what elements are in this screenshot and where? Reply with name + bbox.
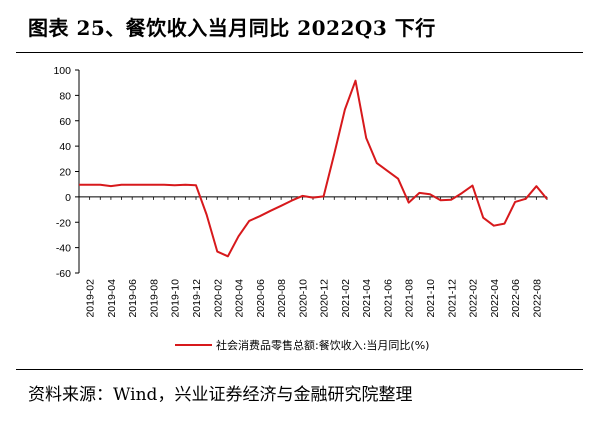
x-tick-label: 2019-04 — [106, 279, 118, 318]
x-tick-label: 2022-06 — [510, 279, 522, 318]
y-tick-label: 80 — [59, 90, 71, 102]
y-tick-label: 20 — [59, 167, 71, 179]
source-rule — [16, 369, 583, 370]
x-tick-label: 2019-06 — [127, 279, 139, 318]
x-tick-label: 2021-06 — [382, 279, 394, 318]
x-tick-label: 2021-02 — [340, 279, 352, 318]
x-tick-label: 2022-04 — [489, 279, 501, 318]
y-tick-label: 60 — [59, 116, 71, 128]
x-tick-label: 2019-02 — [85, 279, 97, 318]
y-tick-label: 0 — [65, 192, 71, 204]
x-tick-label: 2021-08 — [404, 279, 416, 318]
x-tick-label: 2019-10 — [170, 279, 182, 318]
x-tick-label: 2022-08 — [531, 279, 543, 318]
legend: 社会消费品零售总额:餐饮收入:当月同比(%) — [175, 338, 429, 352]
title-rule — [16, 52, 583, 53]
x-tick-label: 2020-10 — [297, 279, 309, 318]
series-line-catering-yoy — [79, 79, 548, 258]
x-tick-label: 2019-12 — [191, 279, 203, 318]
x-tick-label: 2020-06 — [255, 279, 267, 318]
source-note: 资料来源：Wind，兴业证券经济与金融研究院整理 — [28, 385, 413, 405]
x-tick-label: 2020-12 — [319, 279, 331, 318]
x-axis: 2019-02 2019-04 2019-06 2019-08 2019-10 2019-… — [78, 196, 548, 318]
x-tick-label: 2021-10 — [425, 279, 437, 318]
x-tick-label: 2020-08 — [276, 279, 288, 318]
x-tick-label: 2020-04 — [234, 279, 246, 318]
x-tick-label: 2021-12 — [446, 279, 458, 318]
figure-title: 图表 25、餐饮收入当月同比 2022Q3 下行 — [28, 16, 436, 40]
y-tick-label: -60 — [56, 268, 71, 280]
x-tick-label: 2021-04 — [361, 279, 373, 318]
y-tick-label: -40 — [56, 243, 71, 255]
y-tick-label: 100 — [53, 65, 71, 77]
series-layer — [79, 79, 548, 258]
x-tick-label: 2020-02 — [212, 279, 224, 318]
y-axis: -60 -40 -20 0 20 40 60 80 100 — [53, 65, 80, 280]
x-tick-label: 2022-02 — [468, 279, 480, 318]
legend-label: 社会消费品零售总额:餐饮收入:当月同比(%) — [216, 338, 429, 352]
x-tick-label: 2019-08 — [148, 279, 160, 318]
y-tick-label: 40 — [59, 141, 71, 153]
y-tick-label: -20 — [56, 217, 71, 229]
